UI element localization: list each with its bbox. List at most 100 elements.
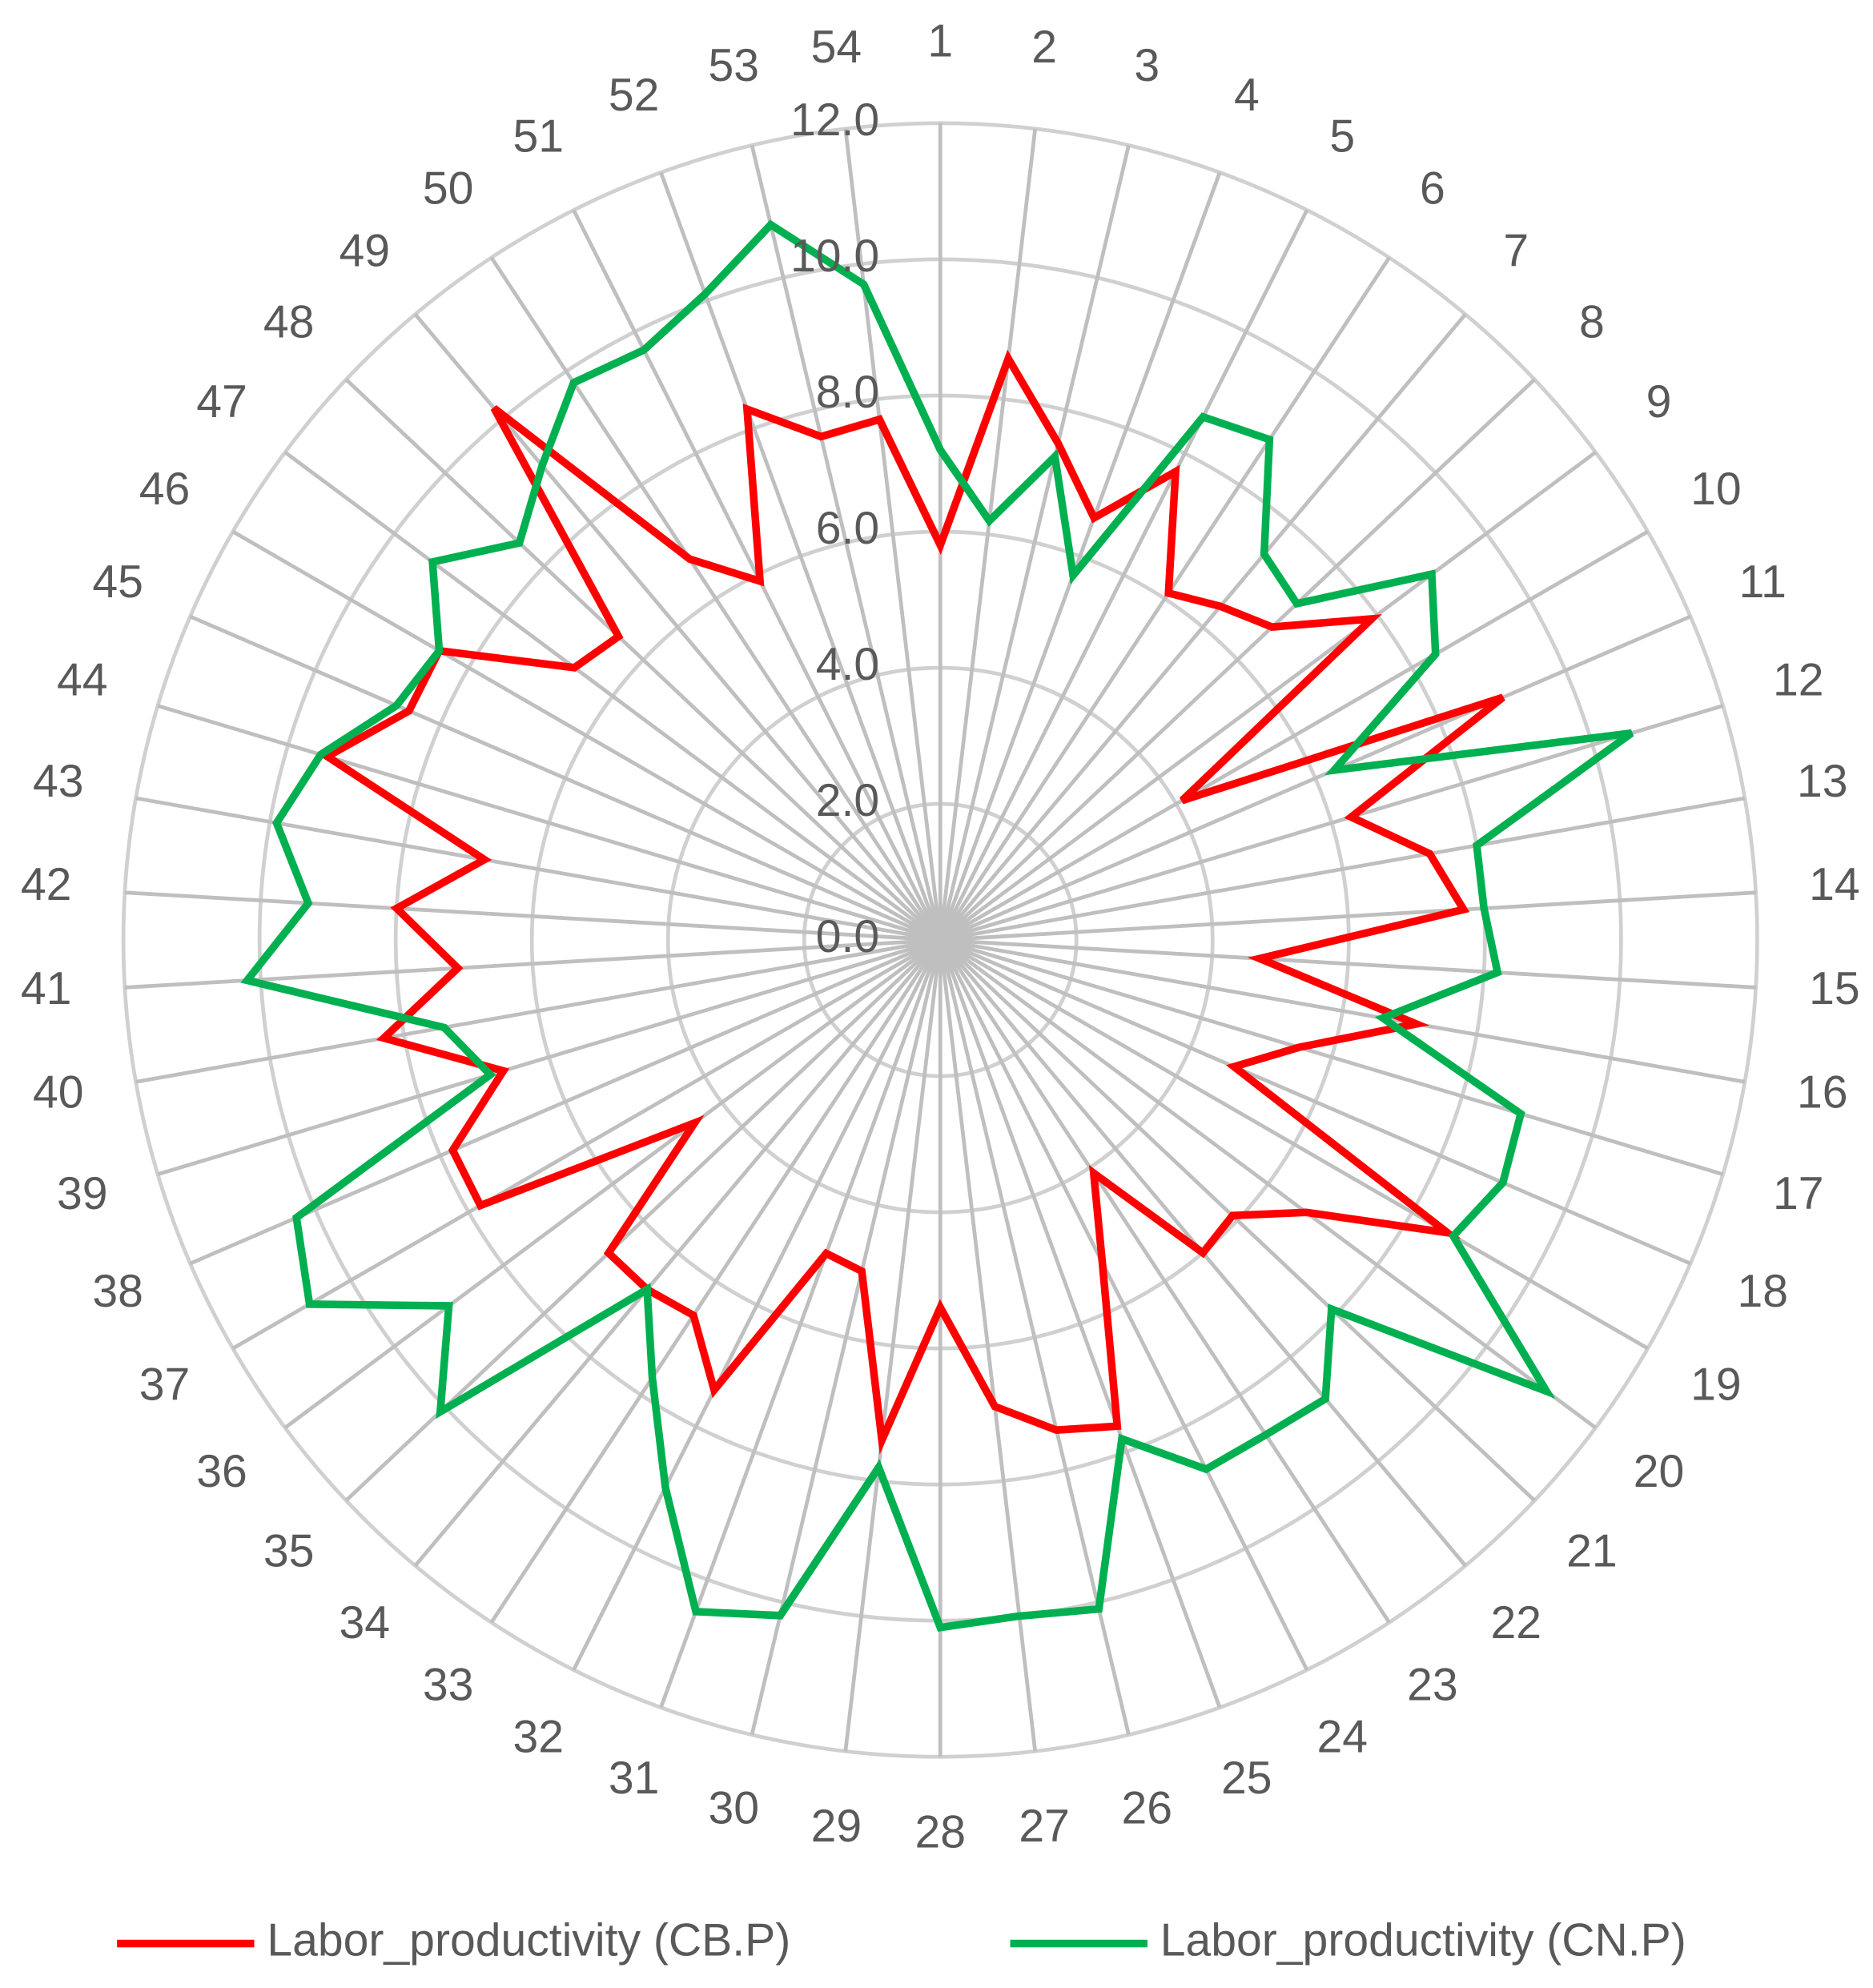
spoke [939,938,1724,1176]
category-label: 37 [139,1359,191,1410]
spoke [157,938,941,1176]
spoke [283,938,942,1430]
category-label: 26 [1121,1783,1172,1834]
category-label: 41 [21,963,72,1014]
labels: 1 2 34567891011121314151617181920212223242… [21,16,1860,1858]
category-label: 29 [811,1801,862,1852]
category-label: 21 [1566,1526,1618,1577]
category-label: 25 [1221,1753,1272,1804]
spoke [750,144,943,941]
y-tick-label: 4.0 [816,639,879,690]
category-label: 10 [1690,464,1742,515]
legend-label: Labor_productivity (CN.P) [1160,1915,1686,1966]
plot-area [240,219,1634,1632]
category-label: 52 [609,70,660,121]
category-label: 7 [1503,225,1529,276]
spoke [939,209,1309,942]
spoke [843,128,943,941]
category-label: 14 [1809,859,1860,910]
spoke [939,938,1649,1351]
spoke [344,378,942,942]
category-label: 6 [1420,163,1445,215]
spoke [938,128,1038,941]
category-label: 46 [139,464,191,515]
y-tick-label: 12.0 [790,94,879,146]
category-label: 49 [340,225,391,276]
spoke [135,938,941,1084]
spoke [939,171,1222,941]
category-label: 40 [33,1066,84,1118]
spoke [843,939,943,1752]
category-label: 34 [340,1597,391,1649]
spoke [124,890,941,942]
category-label: 50 [423,163,474,215]
spoke [124,938,941,990]
category-label: 3 [1134,40,1160,91]
category-label: 4 [1234,70,1260,121]
spoke [135,796,941,942]
spoke [659,171,943,941]
category-label: 31 [609,1753,660,1804]
category-label: 48 [263,297,315,348]
spoke [939,450,1597,942]
category-label: 1 [927,16,953,67]
category-label: 30 [709,1783,760,1834]
category-label: 15 [1809,963,1860,1014]
spoke [413,938,943,1568]
spoke [939,704,1724,942]
spoke [939,939,1309,1671]
y-tick-label: 8.0 [816,367,879,418]
spoke [940,938,1756,990]
category-label: 51 [512,111,564,163]
y-tick-label: 6.0 [816,503,879,554]
category-label: 27 [1019,1801,1070,1852]
y-tick-label: 2.0 [816,775,879,826]
category-label: 17 [1773,1168,1824,1219]
category-label: 47 [196,376,247,428]
spoke [940,890,1756,942]
grid [121,121,1759,1759]
spoke [939,529,1649,942]
spoke [750,939,943,1736]
category-label: 8 [1579,297,1605,348]
spoke [572,939,943,1671]
spoke [939,938,1536,1502]
spoke [939,256,1391,942]
spoke [231,529,942,942]
category-label: 5 [1329,111,1355,163]
spoke [939,378,1536,942]
category-label: 33 [423,1660,474,1711]
spoke [939,938,1691,1266]
category-label: 12 [1773,654,1824,705]
category-label: 2 [1031,22,1057,73]
legend-label: Labor_productivity (CB.P) [267,1915,790,1966]
spoke [939,614,1691,942]
category-label: 23 [1407,1660,1458,1711]
category-label: 22 [1490,1597,1541,1649]
spoke [939,939,1222,1709]
category-label: 11 [1739,556,1787,608]
category-label: 20 [1634,1446,1685,1497]
spoke [659,939,943,1709]
category-label: 53 [709,40,760,91]
category-label: 19 [1690,1359,1742,1410]
category-label: 16 [1797,1066,1848,1118]
spoke [939,938,1391,1624]
spoke [189,938,942,1266]
category-label: 39 [57,1168,108,1219]
y-tick-label: 0.0 [816,911,879,962]
spoke [939,796,1746,942]
spoke [939,938,1597,1430]
spoke [489,256,943,942]
category-label: 42 [21,859,72,910]
category-label: 36 [196,1446,247,1497]
spoke [489,938,943,1624]
category-label: 43 [33,756,84,807]
spoke [283,450,942,942]
category-label: 13 [1797,756,1848,807]
spoke [939,313,1467,942]
category-label: 18 [1738,1266,1789,1317]
category-label: 9 [1646,376,1672,428]
